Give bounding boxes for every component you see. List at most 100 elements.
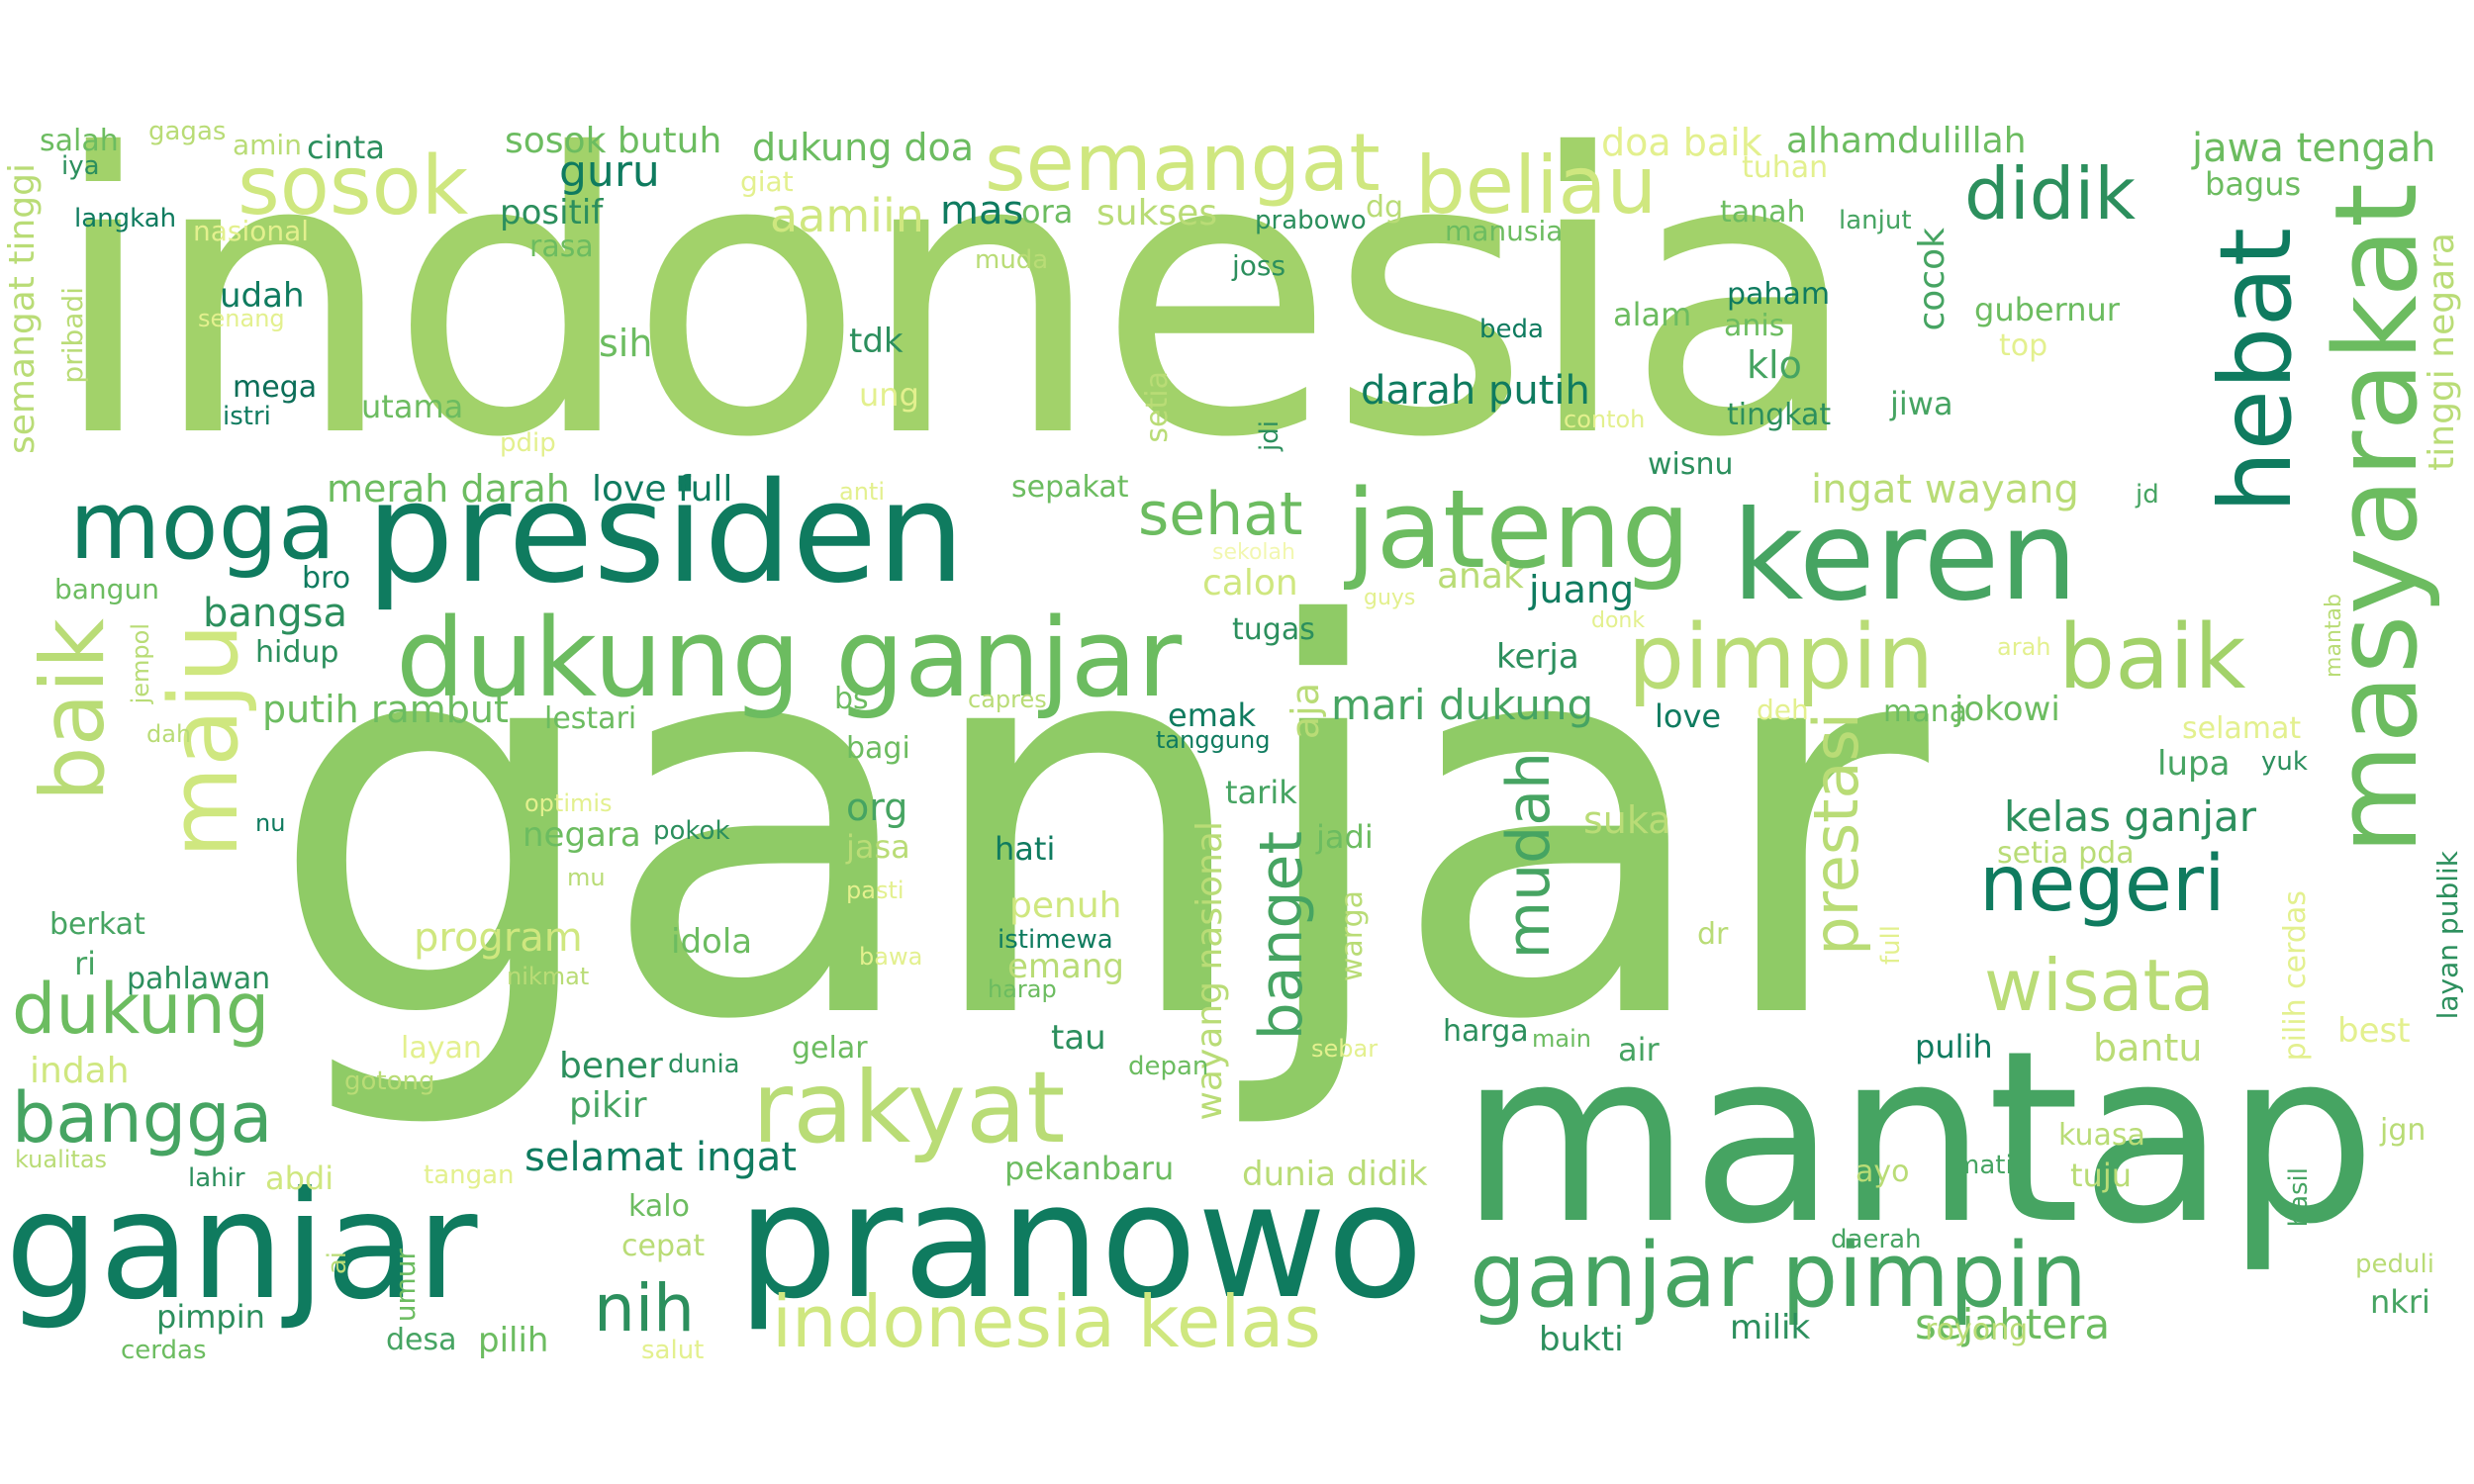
word-sosok-butuh: sosok butuh: [505, 121, 722, 161]
word-abdi: abdi: [265, 1159, 334, 1197]
word-hebat: hebat: [2198, 228, 2314, 513]
word-dah: dah: [146, 720, 192, 748]
word-jempol: jempol: [127, 623, 154, 704]
word-masyarakat: masyarakat: [2311, 183, 2443, 855]
word-ung: ung: [859, 376, 919, 414]
word-kualitas: kualitas: [15, 1146, 108, 1173]
word-udah: udah: [220, 276, 305, 316]
word-berkat: berkat: [49, 907, 145, 942]
word-salah: salah: [40, 124, 119, 158]
word-mati: mati: [1954, 1151, 2013, 1180]
word-lupa: lupa: [2157, 744, 2231, 784]
word-kalo: kalo: [628, 1189, 690, 1224]
word-mega: mega: [233, 370, 318, 405]
word-ganjar: ganjar: [267, 515, 1929, 1137]
word-ayo: ayo: [1856, 1155, 1910, 1189]
word-salut: salut: [641, 1336, 705, 1365]
word-royong: royong: [1925, 1313, 2029, 1347]
word-rasa: rasa: [529, 230, 594, 264]
word-warga: warga: [1335, 890, 1370, 982]
word-gagas: gagas: [148, 117, 227, 146]
word-sebar: sebar: [1311, 1035, 1379, 1063]
word-banget: banget: [1247, 831, 1316, 1041]
word-paham: paham: [1727, 277, 1831, 312]
word-hasil: hasil: [2284, 1167, 2314, 1228]
word-mari-dukung: mari dukung: [1331, 681, 1594, 729]
word-bantu: bantu: [2093, 1026, 2203, 1069]
word-best: best: [2337, 1011, 2411, 1051]
word-depan: depan: [1128, 1052, 1209, 1081]
word-kerja: kerja: [1496, 637, 1579, 677]
word-sukses: sukses: [1096, 193, 1218, 233]
word-sepakat: sepakat: [1011, 470, 1129, 505]
word-guru: guru: [559, 146, 660, 197]
word-kuasa: kuasa: [2058, 1118, 2145, 1153]
word-gelar: gelar: [792, 1031, 868, 1066]
word-pekanbaru: pekanbaru: [1004, 1150, 1175, 1187]
word-manusia: manusia: [1445, 215, 1564, 247]
word-moga: moga: [69, 472, 336, 581]
word-jiwa: jiwa: [1890, 385, 1953, 422]
word-harap: harap: [988, 975, 1057, 1003]
word-nikmat: nikmat: [507, 963, 590, 990]
word-peduli: peduli: [2355, 1250, 2434, 1279]
word-presiden: presiden: [366, 453, 966, 614]
word-pahlawan: pahlawan: [127, 962, 271, 996]
word-mantap: mantap: [1460, 999, 2377, 1276]
word-sejahtera: sejahtera: [1915, 1300, 2111, 1348]
word-jasa: jasa: [846, 828, 910, 866]
word-bener: bener: [559, 1046, 663, 1086]
word-org: org: [846, 786, 908, 829]
word-air: air: [1618, 1031, 1660, 1068]
word-pdip: pdip: [500, 428, 556, 458]
word-senang: senang: [198, 305, 285, 332]
word-istimewa: istimewa: [998, 925, 1113, 955]
word-tuhan: tuhan: [1742, 150, 1829, 185]
word-doa-baik: doa baik: [1601, 121, 1762, 164]
word-negara: negara: [523, 815, 641, 855]
word-bagi: bagi: [846, 731, 910, 766]
word-full: full: [1876, 925, 1906, 966]
word-idola: idola: [671, 922, 753, 962]
word-langkah: langkah: [74, 204, 177, 233]
word-giat: giat: [740, 165, 794, 198]
word-rakyat: rakyat: [752, 1050, 1066, 1165]
word-jdi: jdi: [1255, 420, 1285, 451]
word-pilih-cerdas: pilih cerdas: [2278, 890, 2313, 1062]
word-joss: joss: [1232, 249, 1286, 282]
word-ganjar-pimpin: ganjar pimpin: [1470, 1224, 2088, 1328]
word-kelas-ganjar: kelas ganjar: [2004, 792, 2256, 841]
word-program: program: [414, 915, 583, 961]
word-pasti: pasti: [846, 877, 904, 904]
word-dukung-ganjar: dukung ganjar: [396, 595, 1183, 721]
word-mana: mana: [1883, 695, 1968, 729]
word-sekolah: sekolah: [1212, 540, 1295, 565]
word-tau: tau: [1051, 1018, 1106, 1058]
word-baik-right: baik: [2058, 605, 2246, 709]
word-tuju: tuju: [2070, 1157, 2132, 1194]
word-beda: beda: [1479, 315, 1544, 344]
word-nkri: nkri: [2370, 1283, 2430, 1321]
word-emak: emak: [1168, 696, 1256, 734]
word-calon: calon: [1202, 563, 1298, 603]
word-pulih: pulih: [1915, 1028, 1993, 1066]
word-pilih: pilih: [478, 1321, 549, 1360]
word-beliau: beliau: [1415, 139, 1658, 232]
word-ri: ri: [74, 945, 97, 982]
word-anti: anti: [839, 478, 885, 506]
word-cinta: cinta: [307, 129, 385, 166]
word-dunia: dunia: [668, 1050, 740, 1079]
word-lahir: lahir: [188, 1163, 245, 1193]
word-gotong: gotong: [344, 1067, 435, 1096]
word-daerah: daerah: [1831, 1225, 1922, 1254]
word-istri: istri: [223, 402, 271, 431]
word-emang: emang: [1007, 947, 1125, 986]
word-keren: keren: [1732, 485, 2078, 628]
word-aja: aja: [1284, 683, 1327, 740]
word-alam: alam: [1613, 296, 1692, 333]
word-jadi: jadi: [1316, 818, 1374, 856]
word-darah-putih: darah putih: [1361, 368, 1590, 414]
word-ganjar-pranowo-1: ganjar: [5, 1160, 478, 1333]
word-cepat: cepat: [621, 1229, 706, 1263]
word-desa: desa: [386, 1323, 457, 1357]
